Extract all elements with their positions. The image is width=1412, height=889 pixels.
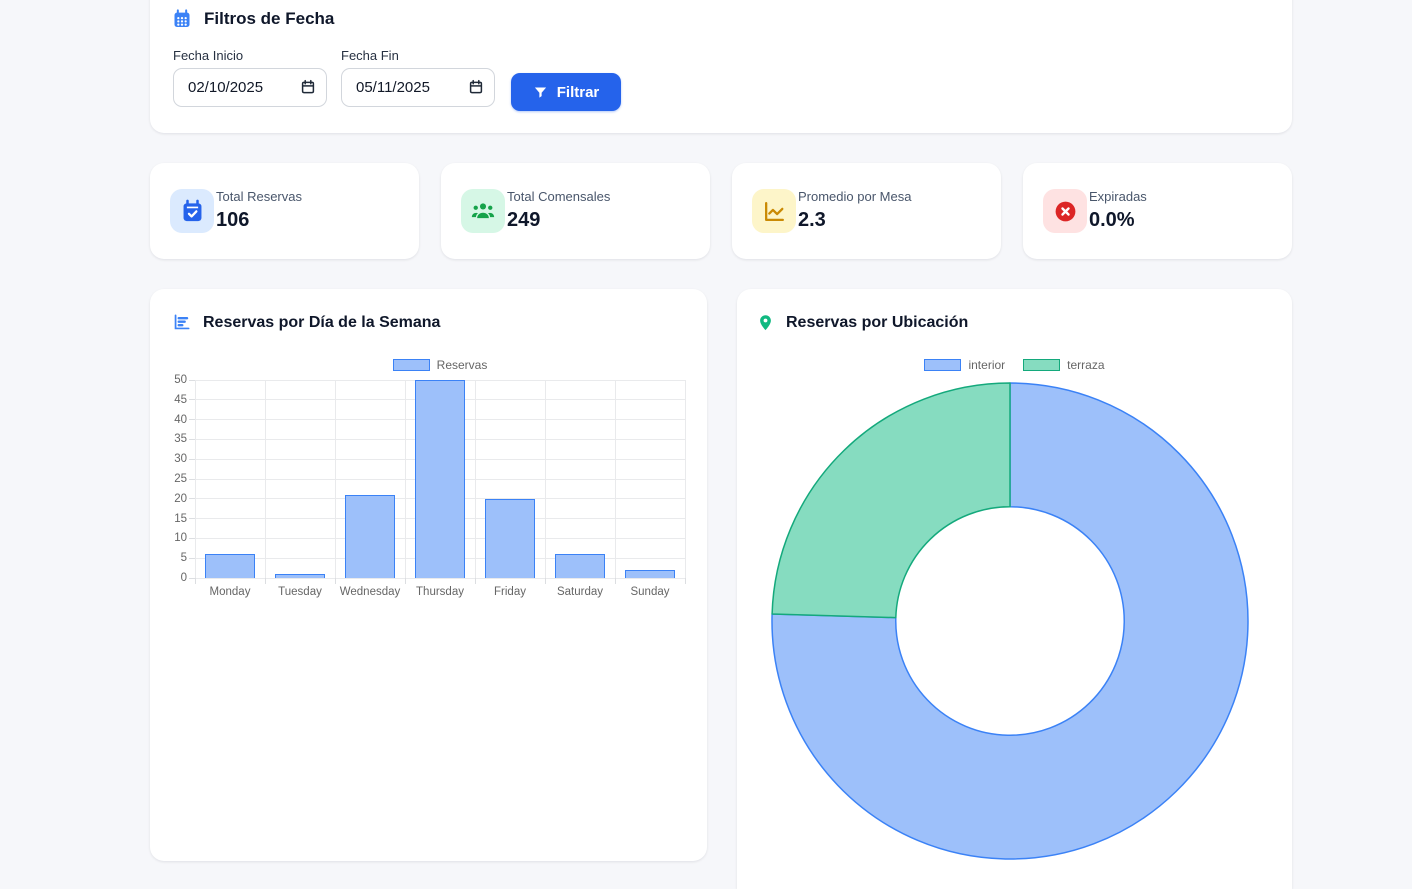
stat-value: 249 bbox=[507, 209, 541, 231]
location-reservations-chart-card: Reservas por Ubicación interior terraza bbox=[737, 289, 1292, 889]
legend-item-interior[interactable]: interior bbox=[924, 358, 1005, 372]
end-date-label: Fecha Fin bbox=[341, 48, 399, 63]
calendar-picker-icon[interactable] bbox=[468, 79, 484, 95]
date-filters-title: Filtros de Fecha bbox=[204, 9, 335, 28]
x-axis-tick: Wednesday bbox=[339, 586, 401, 598]
start-date-field bbox=[173, 68, 327, 107]
stat-label: Expiradas bbox=[1089, 189, 1147, 204]
legend-swatch bbox=[924, 359, 962, 371]
bar-monday bbox=[205, 554, 255, 578]
stat-card-total-reservas: Total Reservas 106 bbox=[150, 163, 419, 259]
y-axis-tick: 50 bbox=[174, 374, 187, 386]
users-icon bbox=[461, 189, 505, 233]
chart-line-icon bbox=[752, 189, 796, 233]
calendar-check-icon bbox=[170, 189, 214, 233]
bar-chart-legend: Reservas bbox=[195, 358, 685, 372]
bar-chart-icon bbox=[172, 313, 191, 332]
y-axis-tick: 45 bbox=[174, 393, 187, 406]
stat-label: Promedio por Mesa bbox=[798, 189, 912, 204]
funnel-icon bbox=[533, 85, 548, 100]
y-axis-tick: 35 bbox=[174, 433, 187, 446]
x-axis-tick: Thursday bbox=[416, 586, 464, 598]
date-filters-header: Filtros de Fecha bbox=[172, 9, 334, 29]
stat-label: Total Reservas bbox=[216, 189, 302, 204]
legend-label: terraza bbox=[1067, 358, 1105, 372]
donut-chart-svg bbox=[771, 382, 1249, 860]
stat-value: 2.3 bbox=[798, 209, 826, 231]
filter-button[interactable]: Filtrar bbox=[511, 73, 621, 111]
stat-value: 0.0% bbox=[1089, 209, 1135, 231]
x-axis-tick: Friday bbox=[494, 586, 526, 598]
y-axis-tick: 10 bbox=[174, 532, 187, 545]
bar-sunday bbox=[625, 570, 675, 578]
calendar-picker-icon[interactable] bbox=[300, 79, 316, 95]
bar-wednesday bbox=[345, 494, 395, 578]
stat-card-promedio-por-mesa: Promedio por Mesa 2.3 bbox=[732, 163, 1001, 259]
bar-chart-title: Reservas por Día de la Semana bbox=[203, 313, 441, 331]
stat-card-total-comensales: Total Comensales 249 bbox=[441, 163, 710, 259]
stat-card-expiradas: Expiradas 0.0% bbox=[1023, 163, 1292, 259]
bar-thursday bbox=[415, 380, 465, 578]
start-date-input[interactable] bbox=[173, 68, 327, 107]
x-axis-tick: Sunday bbox=[630, 586, 670, 598]
circle-x-icon bbox=[1043, 189, 1087, 233]
legend-item-terraza[interactable]: terraza bbox=[1023, 358, 1105, 372]
donut-slice-terraza bbox=[771, 382, 1011, 619]
y-axis-tick: 5 bbox=[180, 552, 187, 565]
legend-label: interior bbox=[968, 358, 1006, 372]
y-axis-tick: 40 bbox=[174, 413, 187, 426]
bar-friday bbox=[485, 498, 535, 578]
date-filters-card: Filtros de Fecha Fecha Inicio Fecha Fin … bbox=[150, 0, 1292, 133]
bar-chart-plot: 0 5 10 15 20 25 30 35 40 45 50 Monday Tuesday Wednesd… bbox=[174, 374, 686, 598]
start-date-label: Fecha Inicio bbox=[173, 48, 244, 63]
legend-swatch bbox=[392, 359, 430, 371]
donut-chart-header: Reservas por Ubicación bbox=[757, 313, 968, 332]
donut-chart-title: Reservas por Ubicación bbox=[786, 313, 969, 331]
map-pin-icon bbox=[757, 313, 774, 332]
y-axis-tick: 0 bbox=[180, 572, 187, 584]
x-axis-tick: Tuesday bbox=[278, 586, 322, 598]
end-date-input[interactable] bbox=[341, 68, 495, 107]
legend-item-reservas[interactable]: Reservas bbox=[392, 358, 488, 372]
legend-swatch bbox=[1023, 359, 1061, 371]
x-axis-tick: Monday bbox=[209, 586, 251, 598]
filter-button-label: Filtrar bbox=[556, 83, 600, 101]
end-date-field bbox=[341, 68, 495, 107]
y-axis-tick: 30 bbox=[174, 453, 187, 466]
x-axis-tick: Saturday bbox=[556, 586, 604, 598]
y-axis-tick: 25 bbox=[174, 473, 187, 485]
bar-saturday bbox=[555, 554, 605, 578]
legend-label: Reservas bbox=[436, 358, 488, 372]
donut-chart-legend: interior terraza bbox=[737, 358, 1292, 372]
stat-label: Total Comensales bbox=[507, 189, 611, 204]
y-axis-tick: 15 bbox=[174, 512, 187, 525]
donut-slice-interior bbox=[771, 382, 1249, 860]
weekday-reservations-chart-card: Reservas por Día de la Semana Reservas 0… bbox=[150, 289, 707, 861]
calendar-days-icon bbox=[172, 9, 192, 29]
stat-value: 106 bbox=[216, 209, 250, 231]
bar-chart-header: Reservas por Día de la Semana bbox=[172, 313, 440, 332]
bar-tuesday bbox=[275, 574, 325, 578]
y-axis-tick: 20 bbox=[174, 492, 187, 505]
